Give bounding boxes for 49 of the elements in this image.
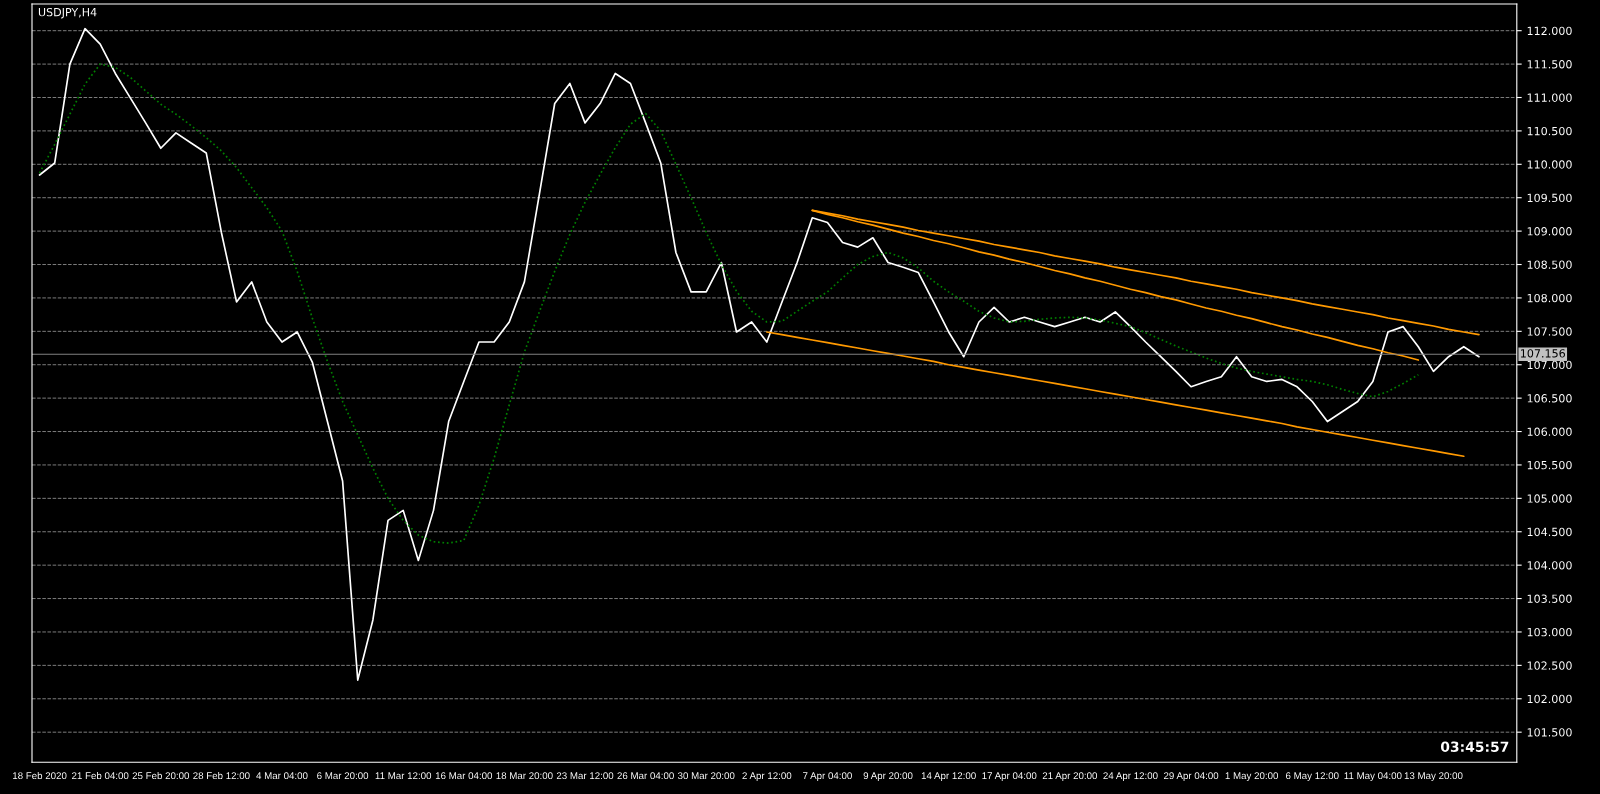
x-tick-label: 24 Apr 12:00 <box>1103 772 1158 782</box>
y-tick-label: 104.500 <box>1527 527 1572 537</box>
chart-title: USDJPY,H4 <box>38 7 97 19</box>
x-tick-label: 18 Mar 20:00 <box>496 772 553 780</box>
x-tick-label: 26 Mar 04:00 <box>617 772 674 780</box>
y-tick-label: 107.500 <box>1527 327 1572 336</box>
y-tick-label: 102.500 <box>1527 661 1572 670</box>
y-tick-label: 101.500 <box>1527 728 1572 737</box>
y-tick-label: 103.000 <box>1527 627 1572 637</box>
x-tick-label: 18 Feb 2020 <box>13 771 67 780</box>
y-tick-label: 111.000 <box>1527 93 1572 102</box>
y-tick-label: 106.500 <box>1527 394 1572 403</box>
x-tick-label: 6 May 12:00 <box>1286 772 1339 782</box>
x-tick-label: 14 Apr 12:00 <box>921 772 976 782</box>
x-tick-label: 25 Feb 20:00 <box>132 771 190 780</box>
annotation: 03:45:57 <box>1440 741 1509 752</box>
y-tick-label: 109.000 <box>1527 227 1572 236</box>
y-tick-label: 108.500 <box>1527 260 1572 269</box>
y-tick-label: 102.000 <box>1527 694 1572 704</box>
y-tick-label: 105.500 <box>1527 460 1572 470</box>
y-tick-label: 108.000 <box>1527 293 1572 303</box>
y-tick-label: 110.000 <box>1527 160 1572 169</box>
y-tick-label: 106.000 <box>1527 427 1572 436</box>
x-tick-label: 23 Mar 12:00 <box>556 772 614 780</box>
y-tick-label: 103.500 <box>1527 594 1572 603</box>
x-tick-label: 29 Apr 04:00 <box>1163 772 1219 782</box>
ref-line-label: 107.156 <box>1520 349 1566 358</box>
x-tick-label: 13 May 20:00 <box>1404 772 1463 782</box>
y-tick-label: 110.500 <box>1527 126 1572 136</box>
x-tick-label: 1 May 20:00 <box>1225 772 1279 782</box>
x-tick-label: 28 Feb 12:00 <box>193 771 250 780</box>
x-tick-label: 11 May 04:00 <box>1344 772 1402 782</box>
x-tick-label: 9 Apr 20:00 <box>863 772 913 782</box>
x-tick-label: 17 Apr 04:00 <box>982 772 1037 782</box>
y-tick-label: 111.500 <box>1527 60 1572 69</box>
y-tick-label: 109.500 <box>1527 193 1572 203</box>
y-tick-label: 107.000 <box>1527 360 1572 370</box>
x-tick-label: 6 Mar 20:00 <box>317 772 369 780</box>
x-tick-label: 7 Apr 04:00 <box>803 772 852 782</box>
x-tick-label: 4 Mar 04:00 <box>256 772 308 780</box>
x-tick-label: 30 Mar 20:00 <box>677 772 735 780</box>
y-tick-label: 104.000 <box>1527 561 1572 570</box>
x-tick-label: 21 Feb 04:00 <box>72 771 129 780</box>
y-tick-label: 105.000 <box>1527 494 1572 503</box>
x-tick-label: 11 Mar 12:00 <box>375 772 432 780</box>
y-tick-label: 112.000 <box>1527 26 1572 36</box>
x-tick-label: 16 Mar 04:00 <box>435 772 493 780</box>
x-tick-label: 2 Apr 12:00 <box>742 772 792 782</box>
x-tick-label: 21 Apr 20:00 <box>1042 772 1098 782</box>
